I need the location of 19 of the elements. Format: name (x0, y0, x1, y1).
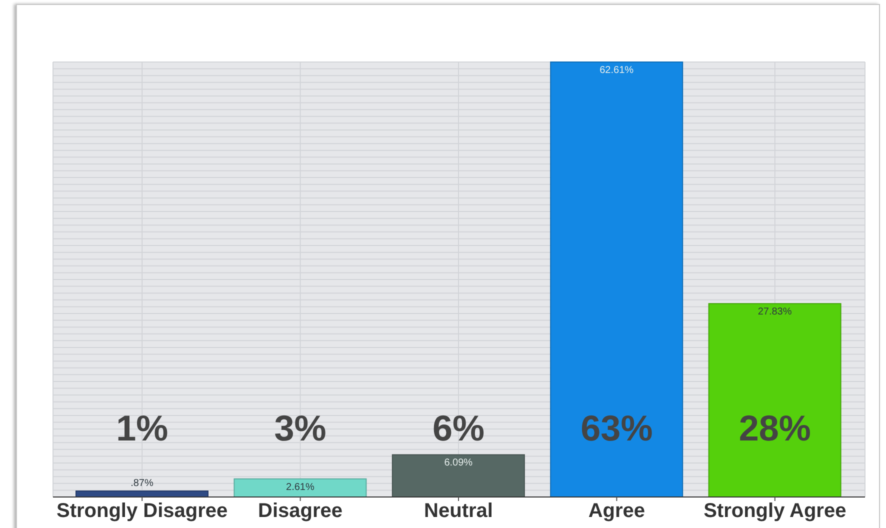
data-label: 27.83% (758, 306, 792, 318)
x-tick-label: Strongly Disagree (56, 500, 228, 522)
annotation: 28% (738, 408, 811, 448)
data-label: 6.09% (444, 458, 473, 469)
x-tick-label: Neutral (424, 500, 493, 522)
x-tick-label: Strongly Agree (704, 500, 846, 522)
data-label: 2.61% (286, 482, 314, 493)
bar (550, 62, 684, 498)
bar (234, 478, 367, 498)
data-label: .87% (130, 478, 154, 489)
x-tick-label: Agree (588, 500, 646, 522)
annotation: 6% (432, 408, 485, 448)
annotation: 63% (580, 408, 653, 448)
x-tick-label: Disagree (258, 500, 343, 522)
annotation: 3% (274, 408, 326, 448)
annotation: 1% (116, 408, 168, 448)
data-label: 62.61% (600, 65, 634, 76)
bar (708, 303, 842, 498)
bar (392, 454, 525, 498)
